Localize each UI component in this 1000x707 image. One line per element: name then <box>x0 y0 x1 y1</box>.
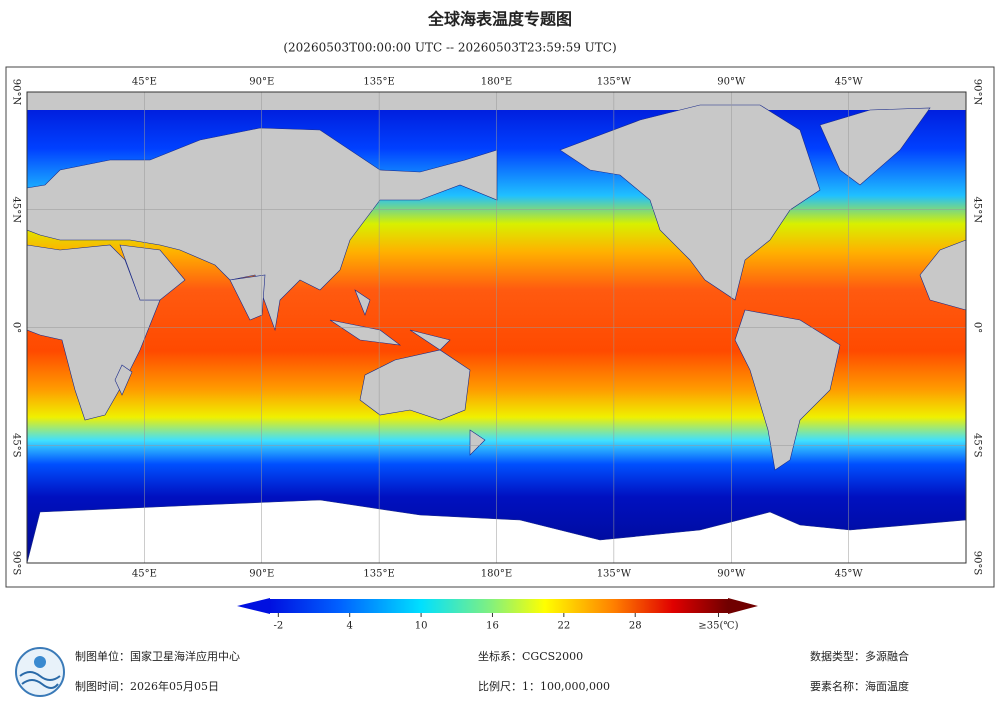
lon-label-top: 45°E <box>132 77 157 88</box>
lon-label-bottom: 180°E <box>481 569 512 580</box>
colorbar-high-arrow <box>728 598 758 614</box>
colorbar-tick-label: 16 <box>486 621 499 632</box>
lat-label-right: 0° <box>972 322 983 333</box>
colorbar-tick-label: 28 <box>629 621 642 632</box>
colorbar-tick-label: -2 <box>273 621 283 632</box>
graticule <box>27 92 966 563</box>
colorbar-ramp <box>270 599 728 613</box>
lat-label-right: 90°S <box>972 551 983 576</box>
lon-label-bottom: 135°W <box>597 569 632 580</box>
lat-label-right: 90°N <box>972 79 983 106</box>
colorbar-low-arrow <box>237 598 270 614</box>
map-date: 制图时间：2026年05月05日 <box>75 679 219 693</box>
element-name: 要素名称：海面温度 <box>810 679 909 693</box>
lat-label-right: 45°S <box>972 433 983 458</box>
subtitle: (20260503T00:00:00 UTC -- 20260503T23:59… <box>283 41 616 55</box>
lon-label-top: 45°W <box>835 77 864 88</box>
map-frame <box>5 66 995 588</box>
crs: 坐标系：CGCS2000 <box>478 649 583 663</box>
producer: 制图单位：国家卫星海洋应用中心 <box>75 649 240 663</box>
lat-label-left: 0° <box>11 322 22 333</box>
map <box>26 91 967 564</box>
map-border <box>26 91 967 564</box>
lat-label-left: 90°S <box>11 551 22 576</box>
colorbar-tick-label: ≥35(℃) <box>698 621 738 632</box>
title: 全球海表温度专题图 <box>427 10 572 29</box>
lon-label-bottom: 90°E <box>249 569 274 580</box>
scale: 比例尺：1：100,000,000 <box>478 679 610 693</box>
lat-label-left: 45°S <box>11 433 22 458</box>
lon-label-top: 135°E <box>363 77 394 88</box>
lon-label-bottom: 45°W <box>835 569 864 580</box>
lon-label-bottom: 45°E <box>132 569 157 580</box>
lat-label-right: 45°N <box>972 197 983 224</box>
lat-label-left: 90°N <box>11 79 22 106</box>
colorbar-tick-label: 22 <box>557 621 570 632</box>
colorbar: -2 4 10 16 22 28 ≥35(℃) <box>237 598 758 632</box>
logo <box>15 647 65 697</box>
lon-label-bottom: 135°E <box>363 569 394 580</box>
lat-label-left: 45°N <box>11 197 22 224</box>
data-type: 数据类型：多源融合 <box>810 649 909 663</box>
colorbar-tick-label: 10 <box>415 621 428 632</box>
lon-label-top: 90°W <box>717 77 746 88</box>
lon-label-top: 180°E <box>481 77 512 88</box>
lon-label-top: 135°W <box>597 77 632 88</box>
lon-label-bottom: 90°W <box>717 569 746 580</box>
colorbar-tick-label: 4 <box>347 621 353 632</box>
lon-label-top: 90°E <box>249 77 274 88</box>
